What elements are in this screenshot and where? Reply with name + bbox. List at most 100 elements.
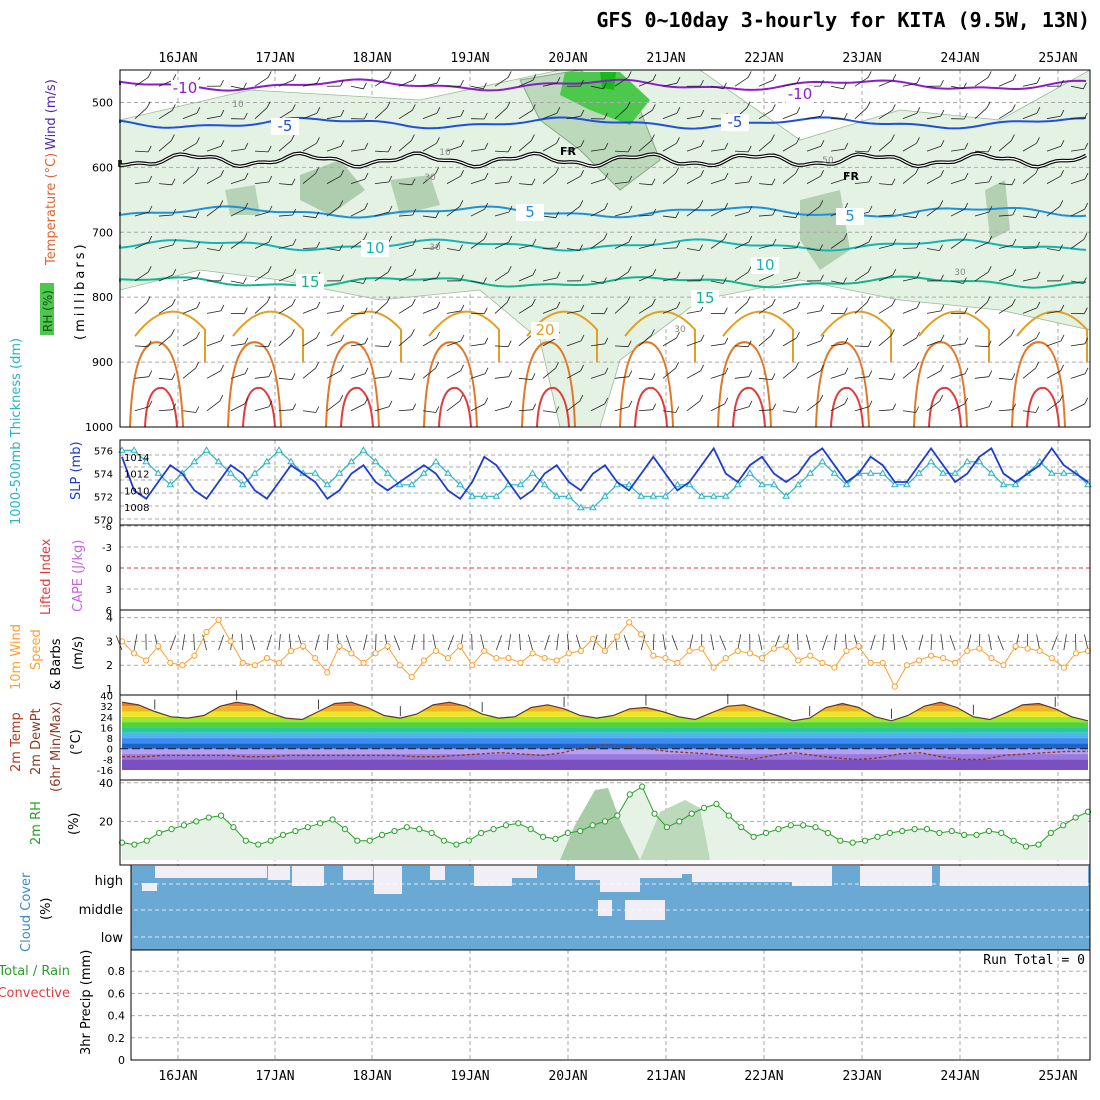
wind-barb-tick <box>676 77 681 84</box>
wind-barb-tick <box>963 82 967 89</box>
wind-barb-tick <box>915 211 920 218</box>
wind10-point <box>312 654 319 662</box>
wind-barb <box>302 82 318 87</box>
wind-barb <box>926 340 942 347</box>
wind-barb-tick <box>436 77 441 84</box>
wind-barb <box>734 406 750 412</box>
wind10-point <box>964 647 971 655</box>
wind-barb <box>662 82 678 87</box>
wind-barb <box>926 145 942 152</box>
wind-barb <box>686 370 701 379</box>
wind-barb <box>830 148 845 152</box>
panel-wind10: 4 3 2 1 10m Wind Speed & Barbs (m/s) <box>9 610 1092 696</box>
wind-barb-tick <box>316 331 320 339</box>
wind-barb <box>422 247 437 249</box>
wind-barb-tick <box>196 271 201 279</box>
rh2m-point <box>1010 837 1017 844</box>
wind10-point <box>710 664 717 671</box>
temp-contour-25 <box>815 341 870 428</box>
wind-barb <box>878 304 893 314</box>
temp2m-tick: 40 <box>100 692 113 703</box>
wind-barb <box>1046 206 1061 217</box>
wind-barb-tick <box>604 202 609 210</box>
wind-barb <box>1046 310 1061 314</box>
wind10-point <box>517 659 524 666</box>
wind-barb <box>206 248 220 251</box>
wind-barb-tick <box>363 112 368 120</box>
rh-shading-dark <box>985 180 1010 240</box>
precip-tick: 0.8 <box>108 965 126 978</box>
wind10-barb <box>133 634 138 651</box>
temp-contour <box>119 238 1087 252</box>
wind-barb <box>686 145 702 152</box>
wind-barb-tick <box>507 340 512 347</box>
wind-barb <box>902 82 918 87</box>
wind-barb-tick <box>507 266 512 273</box>
thickness-point <box>492 492 501 499</box>
wind-barb <box>182 142 197 152</box>
wind-barb-tick <box>556 77 561 84</box>
wind10-barb <box>844 634 847 651</box>
temp-contour-20 <box>330 310 402 363</box>
wind-barb-tick <box>963 277 967 284</box>
rh2m-point <box>626 791 633 798</box>
wind-barb <box>422 112 438 120</box>
wind-barb-tick <box>747 145 752 153</box>
ylabel-lifted-index: Lifted Index <box>39 538 54 615</box>
rh2m-point <box>1022 843 1030 850</box>
rh2m-point <box>143 837 150 844</box>
wind-barb-tick <box>868 205 873 213</box>
wind-barb-tick <box>267 340 272 347</box>
wind10-point <box>529 650 536 657</box>
wind-barb-tick <box>747 266 752 273</box>
wind-barb-tick <box>244 202 249 210</box>
wind10-barb <box>821 634 828 651</box>
wind-barb-tick <box>628 400 633 407</box>
panel-cloud: high middle low Cloud Cover (%) <box>19 865 1090 952</box>
wind-barb-tick <box>316 241 320 249</box>
wind-barb <box>302 215 316 219</box>
wind-barb <box>662 247 677 249</box>
wind-barb-tick <box>940 109 945 117</box>
wind-barb <box>590 403 605 412</box>
date-label-top: 21JAN <box>646 51 685 66</box>
wind-barb-tick <box>268 205 273 213</box>
wind-barb <box>998 214 1013 217</box>
wind10-barb <box>758 634 763 651</box>
thickness-point <box>419 469 428 476</box>
wind-barb-tick <box>147 340 152 347</box>
panel-rh2m: 40 20 2m RH (%) <box>29 777 1092 865</box>
wind-barb <box>566 340 582 347</box>
rh2m-point <box>242 837 249 844</box>
wind-barb-tick <box>315 406 320 413</box>
temp-label-bg <box>516 204 544 221</box>
wind-barb-tick <box>964 202 969 210</box>
cloud-gap <box>692 866 792 882</box>
wind-barb <box>782 82 798 87</box>
wind10-point <box>336 643 343 650</box>
wind-barb <box>950 238 965 249</box>
wind10-point <box>686 647 693 655</box>
wind-barb <box>422 142 437 152</box>
wind-barb-tick <box>316 107 321 114</box>
wind-barb-tick <box>820 364 824 372</box>
wind-barb-tick <box>364 337 369 344</box>
wind-barb-tick <box>723 307 728 314</box>
wind-barb-tick <box>292 208 297 216</box>
wind-barb <box>854 77 869 87</box>
wind10-point <box>626 619 633 626</box>
wind-barb-tick <box>388 175 393 183</box>
wind-barb <box>614 376 629 379</box>
wind-barb <box>374 345 389 348</box>
wind-barb-tick <box>508 370 513 377</box>
wind-barb <box>1046 248 1060 251</box>
wind-barb <box>614 271 629 282</box>
wind-barb-tick <box>892 208 897 216</box>
wind-barb <box>902 173 916 184</box>
wind-barb-tick <box>915 362 919 369</box>
wind-barb-tick <box>1035 406 1040 413</box>
cloud-gap <box>792 866 832 886</box>
wind-barb <box>374 271 389 282</box>
wind-barb <box>614 181 629 184</box>
wind-barb <box>518 79 534 87</box>
